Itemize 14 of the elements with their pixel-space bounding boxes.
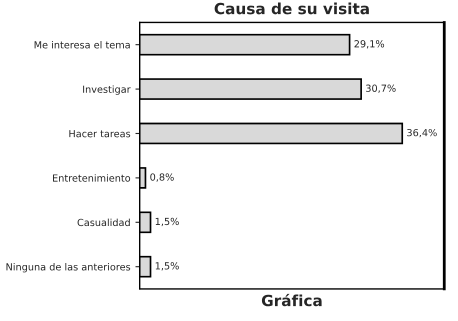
data-label: 1,5%	[156, 262, 179, 271]
chart-title: Causa de su visita	[214, 2, 369, 14]
y-tick-label: Hacer tareas	[69, 130, 130, 138]
y-tick-label: Entretenimiento	[53, 174, 130, 182]
x-axis-title: Gráfica	[262, 294, 322, 306]
y-tick-label: Investigar	[83, 85, 131, 95]
data-label: 29,1%	[354, 40, 384, 48]
y-tick-label: Me interesa el tema	[34, 40, 130, 49]
data-label: 30,7%	[366, 84, 396, 93]
data-label: 0,8%	[150, 173, 174, 182]
y-tick-label: Ninguna de las anteriores	[6, 263, 130, 272]
data-label: 1,5%	[156, 218, 179, 226]
data-label: 36,4%	[407, 128, 437, 138]
y-tick-label: Casualidad	[78, 218, 130, 226]
